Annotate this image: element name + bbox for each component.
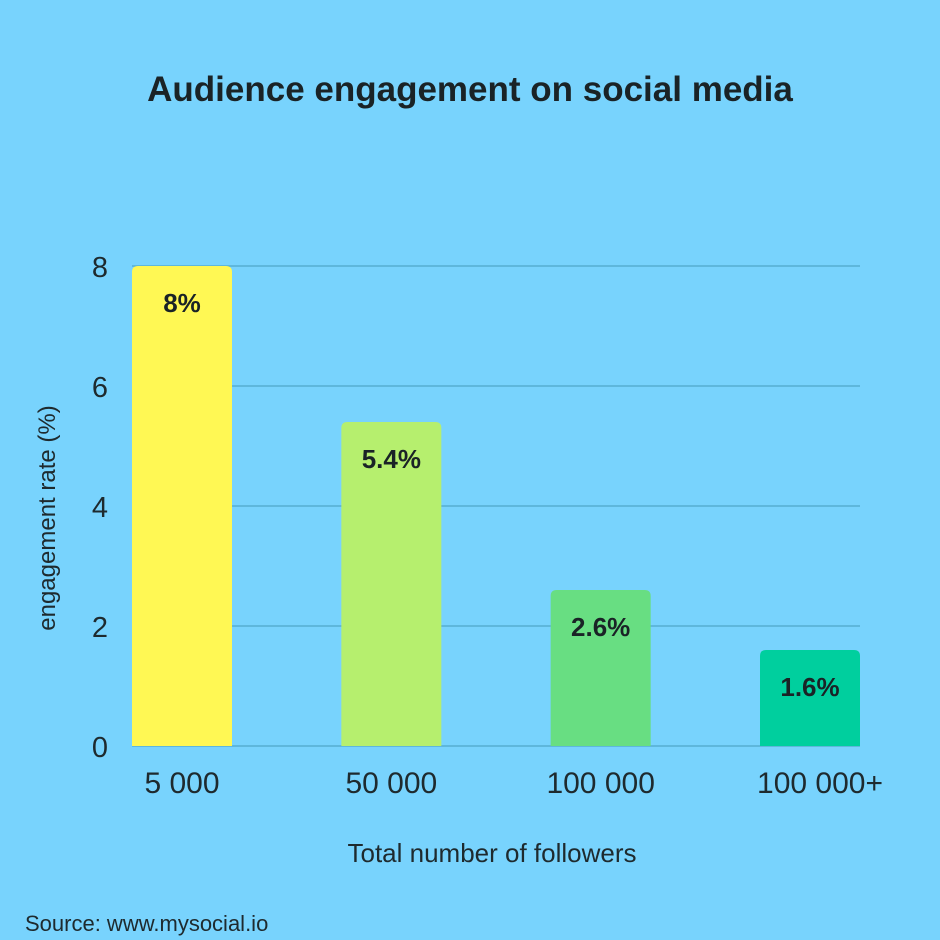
bar	[132, 266, 232, 746]
data-label: 2.6%	[571, 612, 630, 642]
y-axis-label: engagement rate (%)	[34, 405, 61, 630]
x-tick-label: 100 000	[546, 767, 654, 800]
y-axis-ticks: 0 2 4 6 8	[92, 252, 108, 764]
bar	[760, 650, 860, 746]
y-tick-label: 6	[92, 372, 108, 404]
bar	[550, 590, 651, 746]
x-tick-label: 100 000+	[757, 767, 883, 800]
data-label: 8%	[163, 288, 201, 318]
x-tick-label: 50 000	[345, 767, 437, 800]
y-tick-label: 8	[92, 252, 108, 284]
x-axis-ticks: 5 000 50 000 100 000 100 000+	[144, 767, 883, 800]
y-tick-label: 2	[92, 612, 108, 644]
gridlines	[132, 265, 860, 747]
data-label: 5.4%	[362, 444, 421, 474]
source-note: Source: www.mysocial.io	[25, 911, 269, 936]
bar	[341, 422, 442, 746]
x-tick-label: 5 000	[144, 767, 219, 800]
y-tick-label: 0	[92, 732, 108, 764]
chart-title: Audience engagement on social media	[147, 70, 793, 109]
data-label: 1.6%	[780, 672, 839, 702]
data-labels: 8% 5.4% 2.6% 1.6%	[163, 288, 839, 702]
bars	[132, 266, 860, 746]
x-axis-label: Total number of followers	[347, 838, 637, 868]
y-tick-label: 4	[92, 492, 108, 524]
